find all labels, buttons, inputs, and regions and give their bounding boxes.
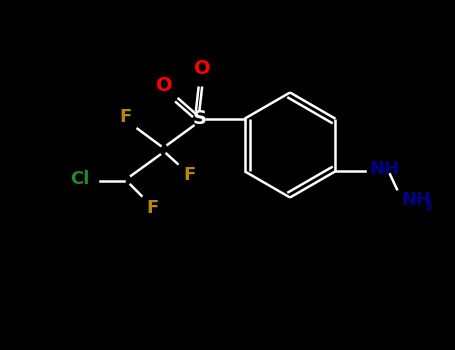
Text: F: F [183,166,195,184]
Text: NH: NH [401,191,431,209]
Text: F: F [119,108,131,126]
Text: Cl: Cl [70,170,89,188]
Text: S: S [192,109,207,128]
Text: F: F [147,199,159,217]
Text: 2: 2 [425,200,434,213]
Text: O: O [194,59,210,78]
Text: NH: NH [369,160,399,178]
Text: O: O [156,76,173,95]
